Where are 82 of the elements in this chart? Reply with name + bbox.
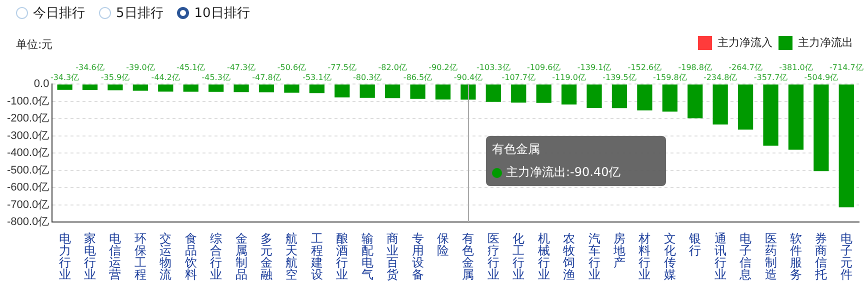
- data-label: -77.5亿: [328, 63, 356, 72]
- x-tick-label: 文化传媒: [664, 231, 676, 282]
- x-tick-label: 房地产: [612, 231, 626, 270]
- data-label: -45.1亿: [176, 63, 206, 72]
- x-tick-label: 航天航空: [286, 231, 298, 282]
- x-tick-label: 保险: [436, 231, 449, 258]
- text: 10日排行: [193, 5, 250, 22]
- x-tick-label: 家电行业: [84, 231, 96, 282]
- x-tick-label: 环保工程: [134, 231, 146, 282]
- x-tick-label: 工程建设: [310, 231, 323, 282]
- y-tick-label: -600.0亿: [6, 182, 50, 194]
- x-tick-label: 专用设备: [412, 231, 424, 282]
- data-label: -53.1亿: [302, 73, 332, 82]
- tooltip: 有色金属 主力净流出:-90.40亿: [486, 136, 666, 186]
- x-tick-label: 化工行业: [512, 231, 525, 282]
- data-label: -381.0亿: [779, 63, 813, 72]
- x-tick-label: 券商信托: [814, 231, 828, 282]
- x-tick-label: 材料行业: [638, 231, 651, 282]
- x-tick-label: 银行: [688, 231, 702, 258]
- y-tick-label: 0.0: [34, 78, 50, 90]
- x-tick-label: 有色金属: [462, 231, 474, 282]
- data-label: -234.8亿: [703, 73, 738, 82]
- x-tick-label: 酿酒行业: [336, 231, 348, 282]
- y-tick-label: -100.0亿: [6, 95, 50, 108]
- data-label: -139.5亿: [602, 73, 636, 82]
- y-tick-label: -500.0亿: [6, 164, 50, 176]
- x-tick-label: 商业百货: [386, 231, 399, 282]
- x-tick-label: 医疗行业: [487, 231, 500, 282]
- text: 单位:元: [16, 37, 53, 52]
- data-label: -47.3亿: [226, 63, 256, 72]
- x-tick-label: 电信运营: [109, 231, 122, 282]
- data-label: -198.8亿: [678, 63, 712, 72]
- x-tick-label: 电子元件: [840, 231, 852, 282]
- data-label: -34.6亿: [76, 63, 104, 72]
- data-label: -35.9亿: [100, 73, 130, 82]
- data-label: -107.7亿: [502, 73, 536, 82]
- text: 今日排行: [32, 5, 85, 22]
- x-tick-label: 多元金融: [260, 231, 272, 282]
- x-tick-label: 金属制品: [235, 231, 248, 282]
- data-label: -82.0亿: [378, 63, 407, 72]
- y-tick-label: -400.0亿: [6, 147, 50, 160]
- data-label: -44.2亿: [151, 73, 180, 82]
- data-label: -504.9亿: [804, 73, 838, 82]
- x-tick-label: 机械行业: [538, 231, 550, 282]
- y-tick-label: -800.0亿: [6, 216, 50, 228]
- data-label: -264.7亿: [728, 63, 762, 72]
- data-label: -714.7亿: [829, 63, 864, 72]
- text: 5日排行: [115, 5, 164, 22]
- annotation: 主力净流出:-90.40亿: [506, 164, 621, 181]
- x-tick-label: 医药制造: [764, 231, 777, 282]
- data-label: -357.7亿: [754, 73, 788, 82]
- x-tick-label: 农牧饲渔: [562, 231, 576, 282]
- data-label: -152.6亿: [628, 63, 662, 72]
- x-tick-label: 软件服务: [790, 231, 802, 282]
- x-tick-label: 汽车行业: [588, 231, 600, 282]
- data-label: -90.4亿: [454, 73, 483, 82]
- data-label: -47.8亿: [252, 73, 281, 82]
- data-label: -86.5亿: [403, 73, 432, 82]
- data-label: -90.2亿: [428, 63, 458, 72]
- data-label: -39.0亿: [126, 63, 155, 72]
- legend-label: 主力净流入: [718, 36, 772, 50]
- data-label: -34.3亿: [50, 73, 80, 82]
- annotation: 有色金属: [492, 141, 541, 158]
- data-label: -45.3亿: [202, 73, 230, 82]
- x-tick-label: 食品饮料: [184, 231, 197, 282]
- y-tick-label: -200.0亿: [6, 112, 50, 125]
- data-label: -80.3亿: [353, 73, 382, 82]
- data-label: -159.8亿: [653, 73, 687, 82]
- y-tick-label: -300.0亿: [6, 130, 50, 142]
- data-label: -139.1亿: [577, 63, 612, 72]
- y-tick-label: -700.0亿: [6, 198, 50, 211]
- x-tick-label: 电子信息: [738, 231, 752, 282]
- legend-label: 主力净流出: [798, 36, 853, 50]
- x-tick-label: 综合行业: [210, 231, 222, 282]
- data-label: -119.0亿: [552, 73, 586, 82]
- x-tick-label: 通讯行业: [714, 231, 726, 282]
- data-label: -103.3亿: [476, 63, 510, 72]
- data-label: -50.6亿: [277, 63, 306, 72]
- x-tick-label: 输配电气: [361, 231, 374, 282]
- x-tick-label: 交运物流: [160, 231, 172, 282]
- data-label: -109.6亿: [526, 63, 561, 72]
- x-tick-label: 电力行业: [58, 231, 71, 282]
